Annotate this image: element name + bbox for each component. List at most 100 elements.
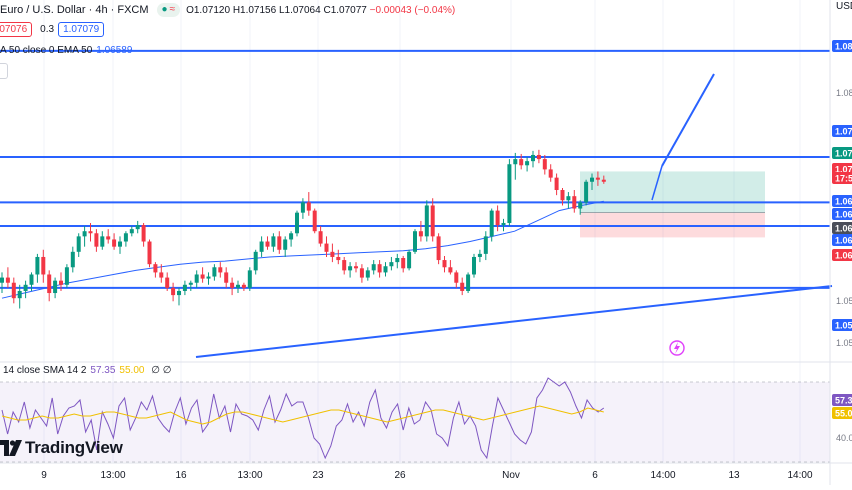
candle-body — [271, 236, 276, 247]
rsi-axis-badge-text: 57.3 — [835, 396, 852, 406]
candle-body — [129, 229, 134, 234]
candle-body — [11, 282, 16, 299]
tradingview-logo[interactable]: TradingView — [0, 438, 123, 458]
legend-collapse-toggle[interactable] — [0, 63, 8, 79]
price-axis-badge — [832, 40, 852, 52]
candle-body — [542, 159, 547, 170]
time-axis-label: 14:00 — [787, 470, 812, 481]
price-axis-badge-text: 1.06 — [835, 210, 852, 220]
market-status-badge[interactable]: ● ≈ — [156, 3, 181, 17]
candle-body — [359, 268, 364, 278]
candle-body — [165, 277, 170, 288]
candle-body — [472, 256, 476, 275]
candle-body — [200, 274, 205, 279]
candle-body — [566, 196, 571, 201]
candle-body — [495, 210, 500, 226]
rsi-legend[interactable]: 14 close SMA 14 2 57.35 55.00 ∅ ∅ — [3, 365, 171, 376]
candle-body — [300, 202, 305, 213]
currency-label[interactable]: USD — [836, 1, 852, 12]
candle-body — [82, 231, 87, 237]
candle-body — [324, 243, 329, 252]
candle-body — [265, 241, 270, 247]
candle-body — [330, 251, 335, 257]
candle-body — [17, 290, 22, 299]
candle-body — [342, 260, 347, 271]
candle-body — [489, 210, 494, 237]
candle-body — [295, 212, 299, 234]
lightning-icon — [669, 340, 685, 356]
candle-body — [442, 260, 447, 268]
candle-body — [94, 233, 99, 247]
price-axis-badge-text: 1.07 — [835, 165, 852, 175]
candle-body — [100, 236, 105, 247]
candle-body — [601, 179, 606, 182]
trade-buttons-row: 1.07076 0.3 1.07079 — [0, 22, 105, 37]
sell-button[interactable]: 1.07076 — [0, 22, 33, 37]
candle-body — [531, 154, 535, 162]
rsi-axis-badge-text: 55.0 — [835, 409, 852, 419]
candle-body — [483, 236, 488, 254]
candle-body — [224, 272, 229, 283]
candle-body — [548, 169, 553, 178]
price-axis-badge-text: 1.06 — [835, 224, 852, 234]
candle-body — [407, 251, 412, 269]
candle-body — [507, 164, 512, 223]
candle-body — [436, 236, 441, 261]
price-axis-badge-text: 1.05 — [835, 321, 852, 331]
candle-body — [377, 264, 382, 273]
candle-body — [230, 282, 235, 288]
candle-body — [460, 282, 465, 291]
candle-body — [135, 225, 140, 230]
rsi-sma-legend-value: 55.00 — [119, 365, 145, 376]
symbol-title[interactable]: Euro / U.S. Dollar · 4h · FXCM — [0, 4, 149, 16]
candle-body — [348, 266, 353, 271]
rsi-band — [0, 382, 830, 462]
candle-body — [253, 251, 258, 271]
price-axis-badge-text: 17:5 — [835, 174, 852, 184]
profit-zone — [580, 171, 765, 213]
candle-body — [336, 256, 341, 261]
candle-body — [536, 154, 541, 160]
candle-body — [454, 272, 459, 283]
candle-body — [578, 202, 583, 209]
candle-body — [525, 161, 530, 166]
buy-button[interactable]: 1.07079 — [58, 22, 105, 37]
candle-body — [401, 258, 406, 269]
price-axis-badge-text: 1.07 — [835, 149, 852, 159]
trend-line — [195, 285, 833, 358]
candle-body — [306, 202, 311, 211]
ema-50-line — [1, 200, 604, 299]
ohlc-close: C1.07077 — [323, 4, 367, 16]
ema-legend[interactable]: A 50 close 0 EMA 50 1.06589 — [0, 45, 132, 56]
ohlc-values: O1.07120 H1.07156 L1.07064 C1.07077 −0.0… — [186, 5, 455, 16]
candle-body — [448, 267, 453, 273]
time-axis-label: 13 — [728, 470, 740, 481]
time-axis-label: 14:00 — [650, 470, 675, 481]
candle-body — [194, 274, 199, 283]
candle-body — [41, 256, 46, 275]
price-axis-label: 1.05 — [836, 338, 852, 348]
candle-body — [519, 159, 524, 166]
ema-legend-label: A 50 close 0 EMA 50 — [0, 45, 93, 56]
candle-body — [5, 277, 10, 283]
tradingview-wordmark: TradingView — [25, 438, 123, 457]
price-axis-badge — [832, 222, 852, 234]
candle-body — [430, 205, 435, 237]
rsi-axis-label: 40.0 — [836, 433, 852, 443]
candle-body — [182, 284, 187, 291]
candle-body — [70, 251, 75, 268]
spread-value: 0.3 — [40, 24, 55, 35]
candle-body — [501, 222, 506, 226]
candle-body — [118, 241, 122, 247]
time-axis-label: 9 — [41, 470, 47, 481]
rsi-axis-badge — [832, 407, 852, 419]
candle-body — [413, 231, 417, 252]
time-axis-label: 13:00 — [100, 470, 125, 481]
rsi-line — [1, 377, 605, 460]
candle-body — [560, 190, 565, 201]
lightning-bolt-icon — [674, 342, 680, 354]
candle-body — [365, 270, 370, 278]
price-axis-badge-text: 1.08 — [835, 42, 852, 52]
candle-body — [76, 236, 81, 252]
price-axis-badge — [832, 125, 852, 137]
